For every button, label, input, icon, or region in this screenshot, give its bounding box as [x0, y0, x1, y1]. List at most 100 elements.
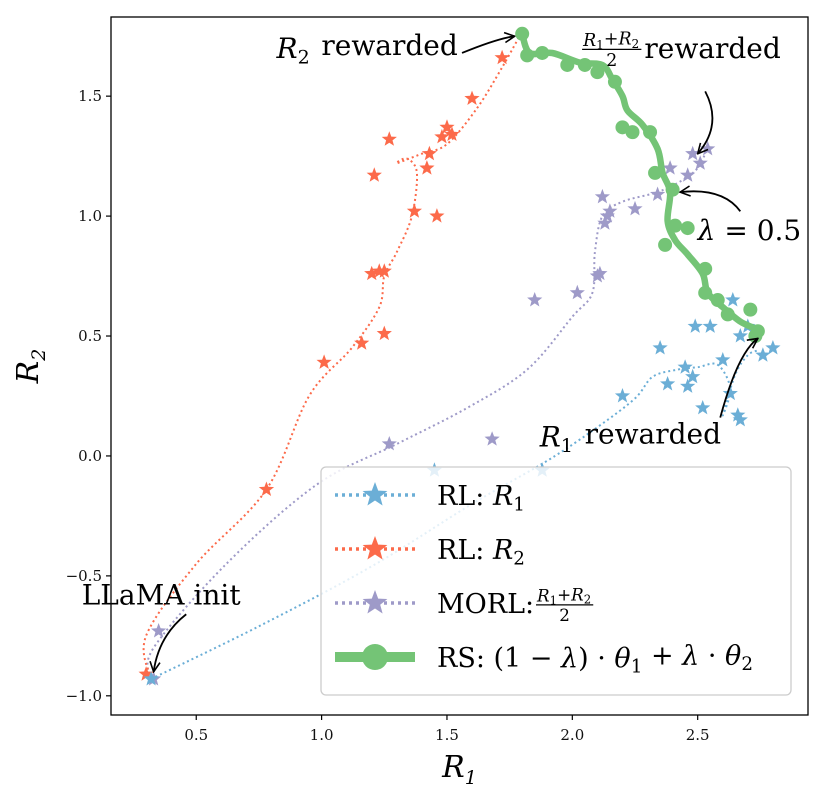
- x-tick-label-4: 2.5: [686, 726, 710, 744]
- lambda-annotation-arrow: [680, 191, 742, 212]
- point-rl-r2-12: [421, 145, 437, 161]
- legend-fraction-morl-denominator: 2: [559, 605, 570, 625]
- point-rs-3: [560, 57, 575, 72]
- lambda-annotation-text: λ = 0.5: [697, 214, 802, 247]
- legend-label-morl: MORL:: [437, 589, 534, 620]
- x-axis-label: R1: [441, 750, 477, 789]
- legend-entry-rl-r2: RL: R2: [335, 535, 525, 570]
- point-rs-12: [668, 218, 683, 233]
- point-rl-r2-7: [376, 325, 392, 341]
- midpoint-rewarded-fraction-denominator: 2: [606, 51, 617, 71]
- llama-init-text: LLaMA init: [82, 579, 242, 612]
- point-rl-r2-13: [429, 208, 445, 223]
- y-tick-label-1: −0.5: [66, 567, 102, 585]
- legend-marker-morl: [362, 590, 388, 614]
- point-rl-r2-9: [381, 131, 397, 146]
- point-rs-15: [698, 261, 713, 276]
- point-morl-5: [569, 284, 585, 300]
- x-tick-label-3: 2.0: [560, 726, 584, 744]
- point-rs-4: [577, 57, 592, 72]
- point-morl-16: [692, 155, 708, 170]
- series-rs: [515, 26, 765, 344]
- point-rs-18: [720, 307, 735, 322]
- legend-fraction-morl: R1+R22: [536, 584, 594, 625]
- point-rl-r1-11: [702, 318, 718, 333]
- point-morl-3: [484, 431, 500, 446]
- legend-marker-rl-r1: [362, 482, 388, 506]
- point-rl-r1-20: [732, 328, 748, 343]
- x-tick-label-0: 0.5: [184, 726, 208, 744]
- legend-entry-rl-r1: RL: R1: [335, 478, 528, 516]
- point-rl-r1-0: [143, 671, 159, 686]
- point-rl-r2-10: [406, 203, 422, 218]
- r1-rewarded: R1 rewarded: [539, 338, 758, 457]
- point-rl-r2-5: [366, 167, 382, 182]
- midpoint-rewarded-fraction-numerator: R1+R2: [582, 30, 639, 52]
- y-tick-label-5: 1.5: [78, 87, 102, 105]
- point-rl-r2-3: [354, 335, 370, 350]
- point-morl-4: [527, 292, 543, 307]
- legend-box: [320, 466, 792, 696]
- point-rl-r1-14: [725, 292, 741, 307]
- legend-fraction-morl-numerator: R1+R2: [536, 584, 591, 607]
- midpoint-rewarded: R1+R22 rewarded: [582, 30, 781, 154]
- point-rs-2: [535, 45, 550, 60]
- legend-entry-morl: MORL: R1+R22: [335, 584, 594, 625]
- r2-rewarded: R2 rewarded: [275, 29, 514, 68]
- point-morl-15: [685, 145, 701, 161]
- x-tick-label-1: 1.0: [310, 726, 334, 744]
- legend-marker-rl-r2: [362, 536, 388, 560]
- point-rl-r2-4: [364, 265, 380, 281]
- point-morl-2: [381, 436, 397, 451]
- series-line-morl: [146, 153, 707, 680]
- point-rl-r1-16: [732, 412, 748, 427]
- point-rs-6: [607, 74, 622, 89]
- point-rs-11: [665, 182, 680, 197]
- point-rs-5: [590, 65, 605, 80]
- point-rl-r1-9: [687, 318, 703, 333]
- point-morl-13: [650, 186, 666, 201]
- point-rl-r2-8: [376, 263, 392, 278]
- midpoint-rewarded-fraction: R1+R22: [582, 30, 642, 71]
- point-rl-r1-5: [660, 376, 676, 391]
- point-morl-18: [680, 167, 696, 182]
- point-rl-r2-17: [464, 90, 480, 105]
- lambda-annotation: λ = 0.5: [680, 191, 801, 247]
- r1-rewarded-arrow: [719, 338, 758, 418]
- y-axis-label: R2: [11, 349, 50, 385]
- y-tick-label-0: −1.0: [66, 687, 102, 705]
- point-rl-r2-16: [444, 126, 460, 141]
- series-line-rl-r2: [142, 30, 524, 680]
- point-rl-r2-2: [316, 354, 332, 369]
- legend: RL: R1 RL: R2 MORL: R1+R22 RS: (1 − λ) · …: [320, 466, 792, 696]
- legend-label-rl-r1: RL: R1: [437, 478, 528, 515]
- point-morl-1: [151, 623, 167, 638]
- axes-layer: 0.5 1.0 1.5 2.0 2.5 −1.0 −0.5 0.0 0.5 1.0 1.5 R1 R2: [11, 87, 710, 789]
- llama-init: LLaMA init: [82, 579, 242, 672]
- point-morl-7: [592, 265, 608, 281]
- point-rs-8: [625, 125, 640, 140]
- point-rl-r1-4: [652, 340, 668, 355]
- point-rl-r1-15: [730, 407, 746, 422]
- point-rl-r2-11: [419, 160, 435, 175]
- point-rl-r1-13: [722, 385, 738, 401]
- point-rl-r2-14: [434, 128, 450, 144]
- point-morl-12: [627, 200, 643, 216]
- midpoint-rewarded-arrow: [698, 90, 714, 153]
- series-rl-r2: [138, 30, 524, 681]
- point-morl-9: [597, 215, 613, 230]
- point-rs-13: [680, 221, 695, 236]
- x-tick-label-2: 1.5: [435, 726, 459, 744]
- point-rl-r2-15: [439, 119, 455, 134]
- point-rs-0: [515, 26, 530, 41]
- y-tick-label-3: 0.5: [78, 327, 102, 345]
- legend-marker-rs: [362, 644, 388, 670]
- series-line-rs: [518, 30, 762, 337]
- point-rl-r1-7: [680, 378, 696, 393]
- midpoint-rewarded-text: rewarded: [644, 32, 780, 65]
- point-rl-r1-18: [755, 347, 771, 362]
- point-rl-r1-10: [695, 400, 711, 415]
- y-tick-label-2: 0.0: [78, 447, 102, 465]
